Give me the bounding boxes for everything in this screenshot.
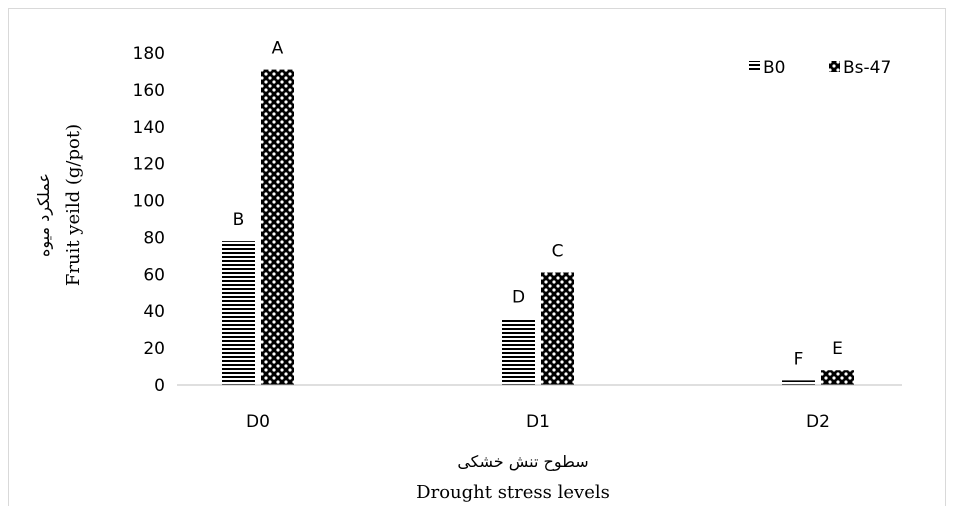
legend-swatch-bs47 [829, 61, 840, 72]
legend-swatch-b0 [749, 61, 760, 72]
y-axis-title-en: Fruit yeild (g/pot) [63, 124, 84, 286]
bar-bs47-d1 [541, 272, 574, 385]
y-tick-label: 180 [133, 44, 165, 64]
chart-frame [8, 8, 946, 506]
x-axis-ticks: D0 D1 D2 [246, 412, 830, 432]
significance-label: F [794, 349, 804, 369]
y-tick-label: 140 [133, 118, 165, 138]
y-tick-label: 20 [143, 339, 165, 359]
y-tick-label: 60 [143, 265, 165, 285]
significance-label: E [832, 339, 843, 359]
x-tick-label: D1 [526, 412, 550, 432]
y-tick-label: 0 [154, 376, 165, 396]
bar-b0-d1 [502, 318, 535, 385]
significance-label: C [552, 241, 564, 261]
bar-b0-d0 [222, 241, 255, 385]
x-axis-title-fa: سطوح تنش خشکی [457, 452, 588, 472]
significance-label: D [512, 288, 525, 308]
legend-label-bs47: Bs-47 [843, 58, 891, 78]
bar-b0-d2 [782, 380, 815, 385]
significance-label: B [233, 210, 245, 230]
bar-bs47-d0 [261, 69, 294, 385]
y-tick-label: 40 [143, 302, 165, 322]
x-axis-title-en: Drought stress levels [416, 482, 610, 503]
bars [222, 69, 854, 385]
legend-label-b0: B0 [763, 58, 785, 78]
y-axis-title-fa: عملکرد میوه [34, 173, 54, 257]
significance-labels: B D F A C E [233, 39, 843, 370]
significance-label: A [272, 39, 284, 59]
y-axis-ticks: 0 20 40 60 80 100 120 140 160 180 [133, 44, 165, 396]
x-tick-label: D0 [246, 412, 270, 432]
y-tick-label: 80 [143, 228, 165, 248]
legend: B0 Bs-47 [749, 58, 891, 78]
y-tick-label: 100 [133, 192, 165, 212]
y-tick-label: 120 [133, 155, 165, 175]
bar-bs47-d2 [821, 370, 854, 385]
y-tick-label: 160 [133, 81, 165, 101]
x-tick-label: D2 [806, 412, 830, 432]
